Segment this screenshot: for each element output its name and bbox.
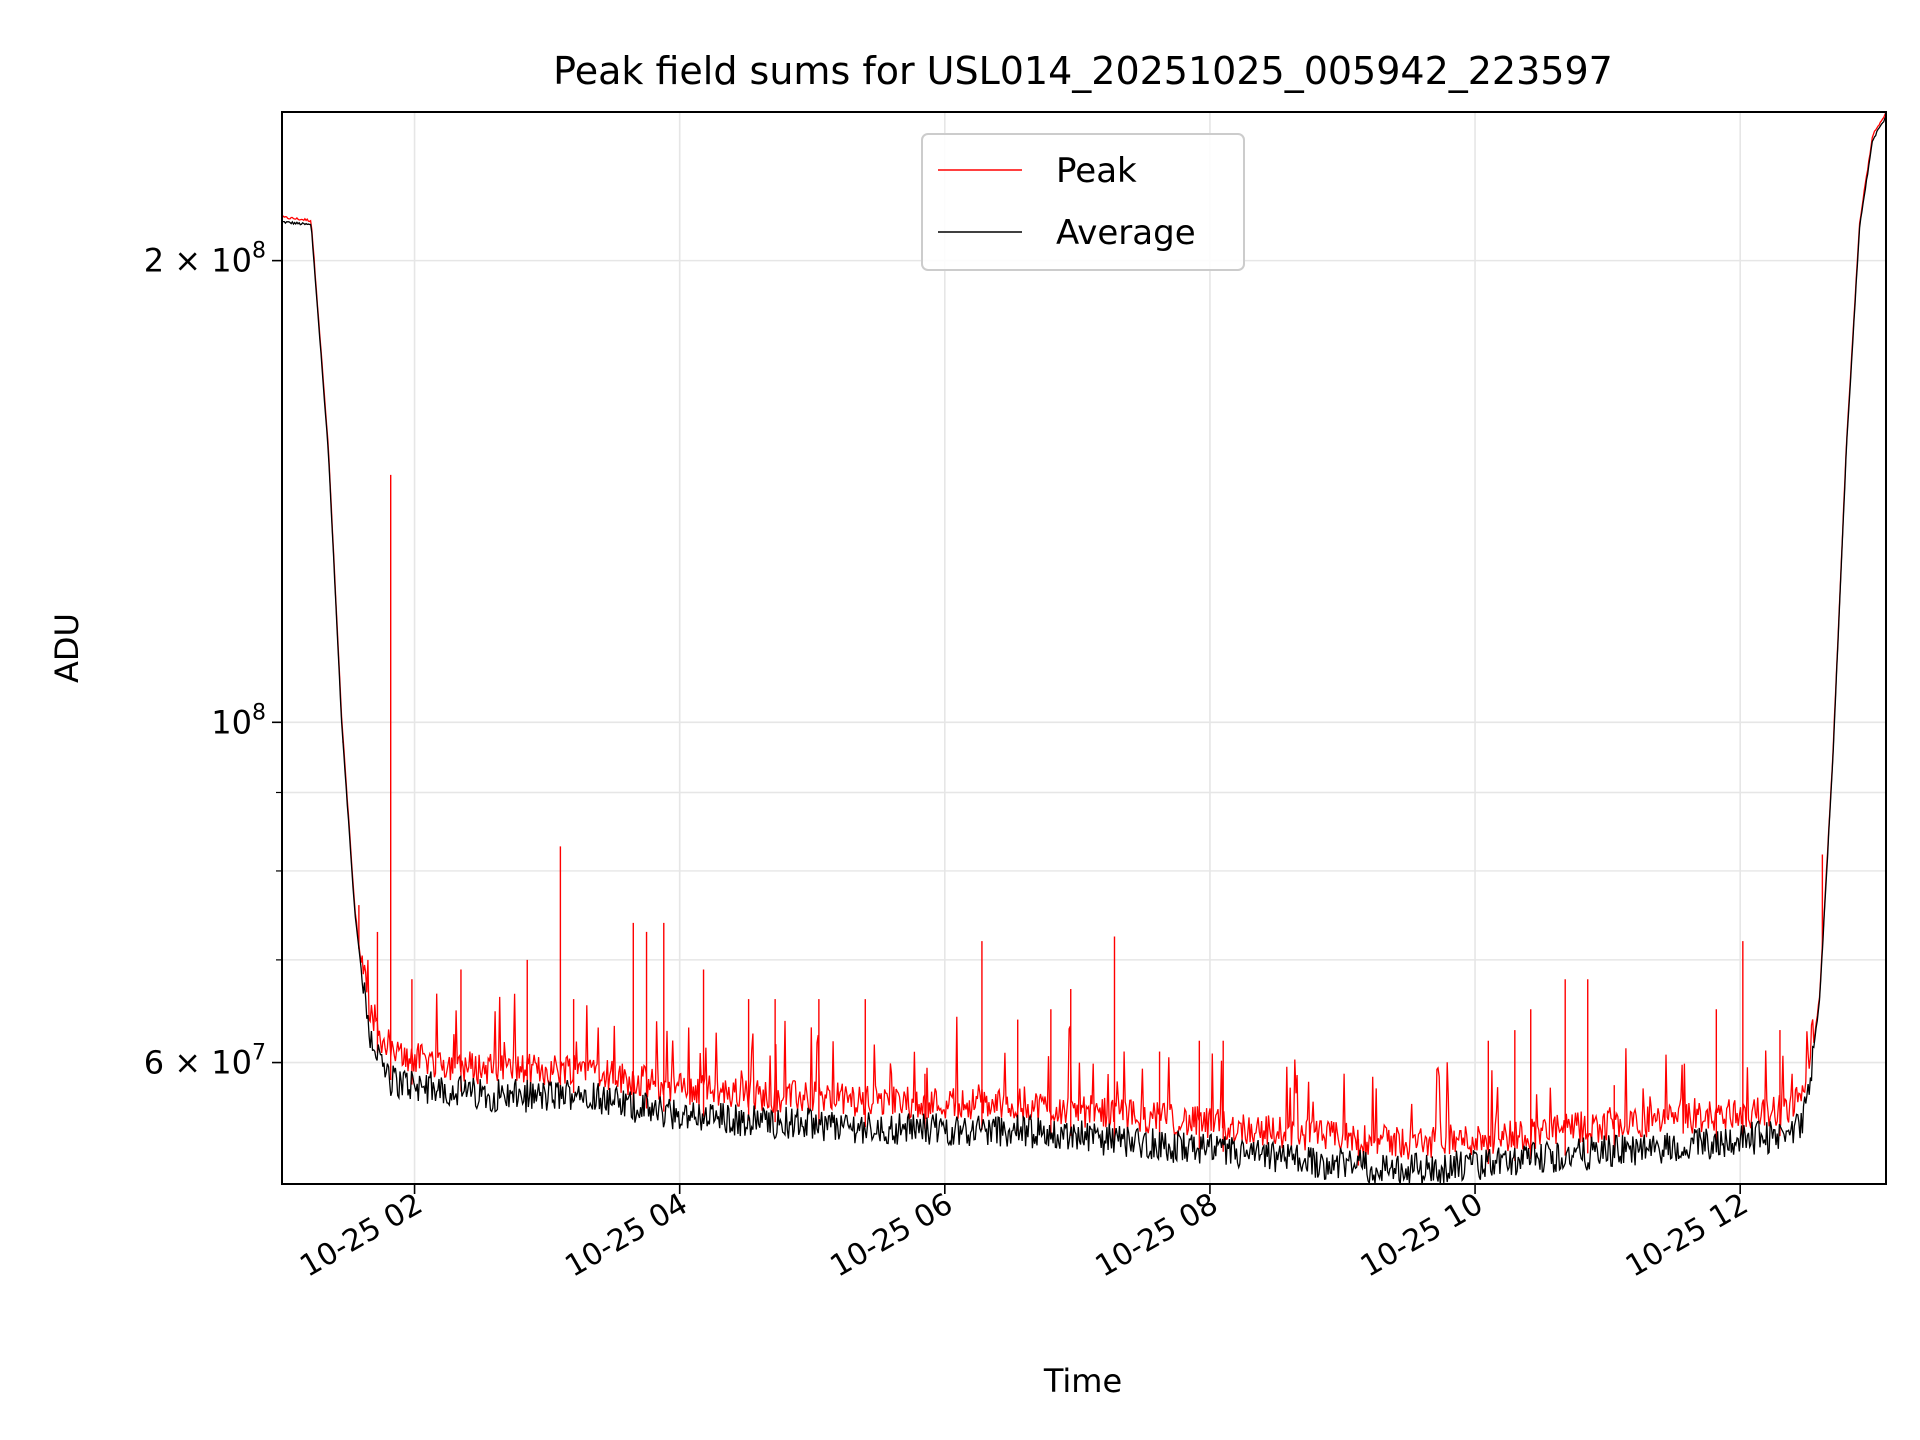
legend: Peak Average <box>921 133 1245 271</box>
legend-average-label: Average <box>1056 213 1196 253</box>
chart-title: Peak field sums for USL014_20251025_0059… <box>553 49 1613 93</box>
plot-data <box>282 112 1886 1184</box>
legend-box <box>921 133 1245 271</box>
legend-peak-label: Peak <box>1056 151 1137 191</box>
x-axis-label: Time <box>1043 1362 1122 1400</box>
plot-frame <box>281 111 1887 1185</box>
y-tick-label: 6 × 107 <box>144 1041 266 1082</box>
grid <box>282 112 1886 1184</box>
y-tick-label: 2 × 108 <box>144 239 266 280</box>
average-series-line <box>282 116 1886 1184</box>
y-tick-label: 108 <box>211 700 266 741</box>
y-axis-label: ADU <box>48 613 86 683</box>
